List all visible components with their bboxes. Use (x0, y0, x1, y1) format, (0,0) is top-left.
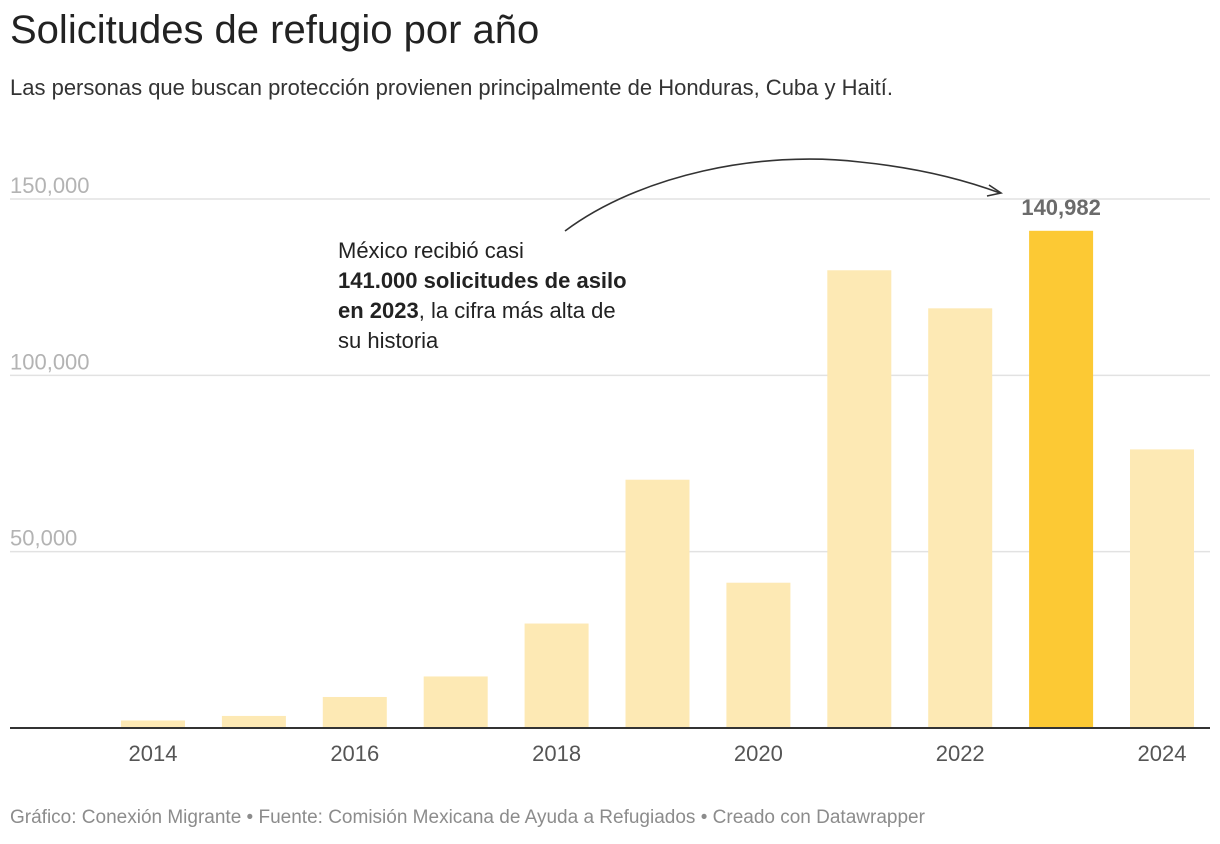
x-axis-labels: 2014 2016 2018 2020 2022 2024 (129, 741, 1187, 766)
chart-subtitle: Las personas que buscan protección provi… (10, 75, 893, 100)
x-tick-label: 2014 (129, 741, 178, 766)
x-tick-label: 2020 (734, 741, 783, 766)
y-tick-label: 150,000 (10, 173, 90, 198)
bar-2022 (928, 308, 993, 728)
annotation-line1: México recibió casi (338, 238, 524, 263)
chart-footer: Gráfico: Conexión Migrante • Fuente: Com… (10, 806, 925, 830)
bar-2014 (121, 720, 185, 728)
x-tick-label: 2022 (936, 741, 985, 766)
annotation-arrow (564, 158, 1001, 232)
gridlines: 50,000 100,000 150,000 (10, 173, 1210, 553)
bars: 140,982 (10, 195, 1210, 729)
annotation-rest: , la cifra más alta de su historia (338, 298, 616, 353)
footer-tool: Creado con Datawrapper (712, 807, 925, 828)
bar-2019 (625, 479, 690, 728)
x-tick-label: 2016 (330, 741, 379, 766)
bar-2015 (221, 715, 286, 728)
bar-2017 (423, 676, 488, 728)
bar-2021 (827, 270, 892, 728)
bar-2020 (726, 582, 791, 728)
footer-source: Fuente: Comisión Mexicana de Ayuda a Ref… (258, 807, 696, 828)
x-tick-label: 2018 (532, 741, 581, 766)
x-tick-label: 2024 (1138, 741, 1187, 766)
bar-2018 (524, 623, 589, 728)
footer-separator: • (241, 807, 259, 828)
annotation-arrowhead (986, 184, 1004, 197)
annotation-text: México recibió casi 141.000 solicitudes … (338, 236, 638, 356)
annotation-bold: 141.000 solicitudes de asilo en 2023 (338, 268, 627, 323)
y-tick-label: 50,000 (10, 526, 77, 551)
y-tick-label: 100,000 (10, 349, 90, 374)
footer-credit: Gráfico: Conexión Migrante (10, 807, 242, 828)
bar-2023 (1029, 230, 1094, 729)
bar-2024 (1130, 449, 1194, 728)
footer-separator: • (695, 807, 713, 828)
bar-value-label: 140,982 (1021, 195, 1101, 220)
bar-2016 (322, 696, 387, 728)
chart-title: Solicitudes de refugio por año (10, 8, 540, 52)
